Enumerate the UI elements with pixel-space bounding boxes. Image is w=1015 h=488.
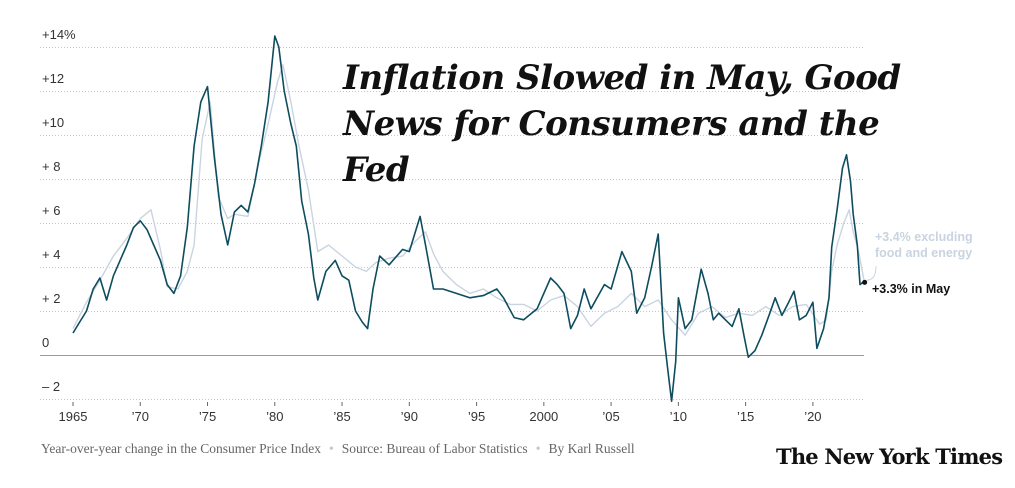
y-tick-label: + 4 bbox=[42, 247, 60, 262]
x-tick-label: ’80 bbox=[266, 409, 283, 424]
y-tick-label: 0 bbox=[42, 335, 49, 350]
x-tick-label: ’85 bbox=[333, 409, 350, 424]
x-tick-label: ’70 bbox=[132, 409, 149, 424]
y-tick-label: +10 bbox=[42, 115, 64, 130]
footer-separator: • bbox=[535, 441, 541, 456]
gridlines bbox=[40, 47, 864, 400]
y-tick-label: +12 bbox=[42, 71, 64, 86]
y-tick-label: +14% bbox=[42, 27, 76, 42]
x-tick-label: ’75 bbox=[199, 409, 216, 424]
x-tick-label: ’15 bbox=[737, 409, 754, 424]
chart-footer: Year-over-year change in the Consumer Pr… bbox=[41, 441, 635, 457]
y-tick-label: + 2 bbox=[42, 291, 60, 306]
x-axis-ticks: 1965 ’70 ’75 ’80 ’85 ’90 ’95 2000 ’05 ’10 ’15 ’20 bbox=[59, 402, 822, 424]
core-annotation-line1: +3.4% excluding bbox=[875, 230, 973, 244]
x-tick-label: ’95 bbox=[468, 409, 485, 424]
headline-annotation: +3.3% in May bbox=[872, 282, 950, 296]
core-annotation-line2: food and energy bbox=[875, 246, 972, 260]
headline-endpoint-marker bbox=[862, 279, 868, 285]
nyt-logo: The New York Times bbox=[776, 444, 1003, 469]
core-connector bbox=[865, 266, 877, 281]
annotations: +3.4% excluding food and energy +3.3% in M… bbox=[862, 230, 973, 296]
footer-separator: • bbox=[329, 441, 334, 456]
chart-title: Inflation Slowed in May, Good News for C… bbox=[343, 58, 901, 190]
footer-source: Source: Bureau of Labor Statistics bbox=[341, 441, 528, 456]
x-tick-label: ’90 bbox=[401, 409, 418, 424]
x-tick-label: ’05 bbox=[602, 409, 619, 424]
x-tick-label: ’20 bbox=[804, 409, 821, 424]
footer-description: Year-over-year change in the Consumer Pr… bbox=[41, 441, 321, 456]
y-tick-label: – 2 bbox=[42, 379, 60, 394]
x-tick-label: 1965 bbox=[59, 409, 88, 424]
y-tick-label: + 6 bbox=[42, 203, 60, 218]
footer-byline: By Karl Russell bbox=[548, 441, 635, 456]
x-tick-label: ’10 bbox=[670, 409, 687, 424]
y-axis-ticks: +14% +12 +10 + 8 + 6 + 4 + 2 0 – 2 bbox=[42, 27, 76, 394]
series-lines bbox=[72, 35, 865, 402]
y-tick-label: + 8 bbox=[42, 159, 60, 174]
core-cpi-line bbox=[72, 63, 865, 336]
headline-cpi-line bbox=[72, 35, 864, 402]
x-tick-label: 2000 bbox=[529, 409, 558, 424]
